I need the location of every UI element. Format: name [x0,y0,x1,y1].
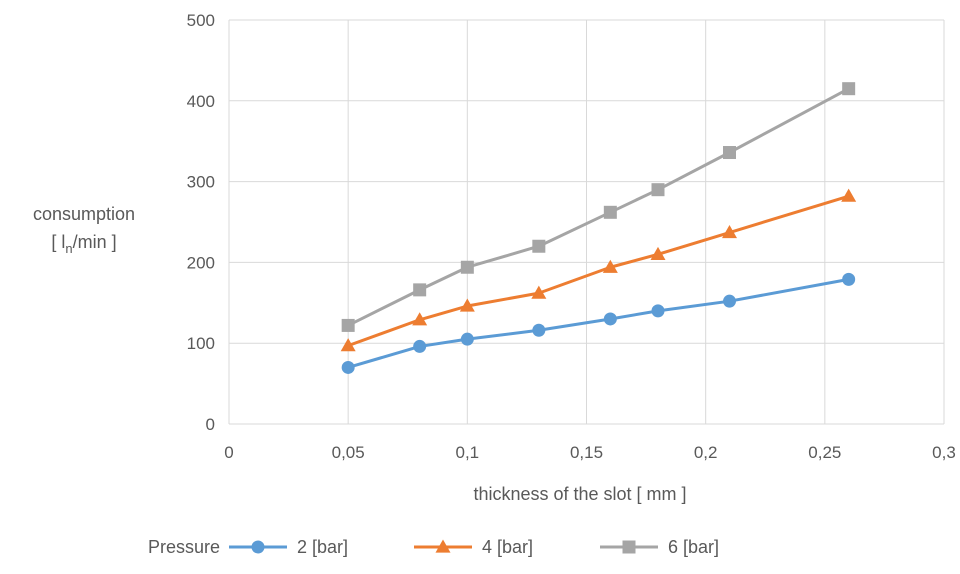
y-tick-label: 0 [206,415,215,434]
x-tick-label: 0,15 [570,443,603,462]
data-point [723,146,736,160]
x-axis-title: thickness of the slot [ mm ] [473,484,686,504]
data-point [602,259,618,273]
x-tick-label: 0,1 [456,443,480,462]
tick-labels: 0 100 200 300 400 500 0 0,05 0,1 0,15 0,2 0,25 0,3 [187,11,956,462]
y-axis-title-line2: [ ln/min ] [51,232,116,256]
data-point [340,338,356,352]
data-point [532,323,546,337]
y-tick-label: 400 [187,92,215,111]
x-tick-label: 0 [224,443,233,462]
legend-entry: 2 [bar] [229,537,348,557]
data-point [341,318,355,332]
data-point [459,298,475,312]
series-layer [340,82,857,374]
legend-marker [622,540,636,554]
x-tick-label: 0,05 [332,443,365,462]
legend-entry: 6 [bar] [600,537,719,557]
legend-title: Pressure [148,537,220,557]
data-point [603,312,617,326]
data-point [842,272,856,286]
data-point [651,183,665,197]
y-tick-label: 500 [187,11,215,30]
data-point [603,205,617,219]
x-tick-label: 0,3 [932,443,956,462]
data-point [531,285,547,299]
x-tick-label: 0,2 [694,443,718,462]
series-line [347,277,849,369]
data-point [722,225,737,239]
data-point [460,332,474,346]
data-point [650,246,666,260]
data-point [651,304,665,318]
series-line [347,194,850,348]
y-axis-unit-suffix: /min ] [73,232,117,252]
data-point [413,339,427,353]
data-point [341,360,355,374]
legend: Pressure 2 [bar] 4 [bar] 6 [bar] [148,537,719,557]
y-axis-unit-subscript: n [65,241,72,256]
legend-marker [435,539,451,553]
legend-label: 2 [bar] [297,537,348,557]
data-point [413,283,427,297]
y-axis-title-line1: consumption [33,204,135,224]
legend-marker [251,540,265,554]
x-tick-label: 0,25 [808,443,841,462]
series-square [341,82,856,332]
data-point [412,312,428,326]
series-triangle [340,188,857,352]
series-circle [341,272,856,374]
y-tick-label: 100 [187,334,215,353]
data-point [723,294,736,308]
y-tick-label: 300 [187,173,215,192]
legend-entry: 4 [bar] [414,537,533,557]
series-line [347,87,850,327]
legend-label: 6 [bar] [668,537,719,557]
data-point [842,82,856,96]
legend-label: 4 [bar] [482,537,533,557]
data-point [460,260,474,274]
y-tick-label: 200 [187,253,215,272]
data-point [841,188,857,202]
y-axis-unit-prefix: [ l [51,232,65,252]
data-point [532,239,546,253]
